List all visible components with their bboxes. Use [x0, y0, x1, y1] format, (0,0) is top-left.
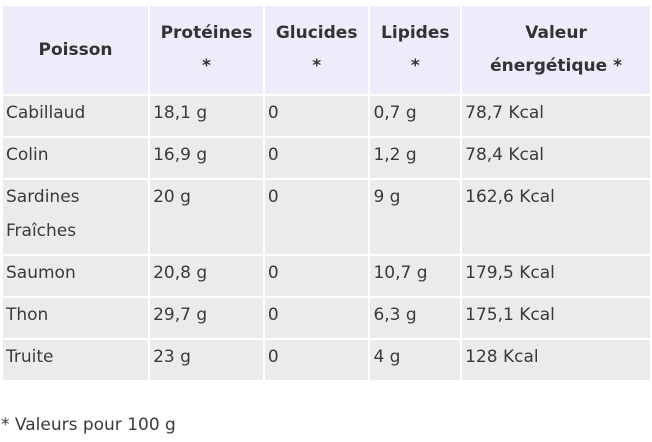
cell-proteines: 16,9 g [150, 138, 263, 178]
header-row: Poisson Protéines * Glucides * Lipides * Va… [3, 6, 650, 94]
cell-energie: 179,5 Kcal [462, 256, 650, 296]
footnote: * Valeurs pour 100 g [1, 415, 176, 435]
table-row: Truite 23 g 0 4 g 128 Kcal [3, 340, 650, 380]
header-asterisk: * [410, 56, 420, 76]
header-label-line2: énergétique * [490, 56, 622, 76]
cell-lipides: 9 g [370, 180, 461, 254]
cell-lipides: 4 g [370, 340, 461, 380]
header-asterisk: * [312, 56, 322, 76]
cell-lipides: 1,2 g [370, 138, 461, 178]
cell-poisson: Truite [3, 340, 149, 380]
cell-glucides: 0 [264, 256, 369, 296]
cell-poisson: Sardines Fraîches [3, 180, 149, 254]
cell-glucides: 0 [264, 298, 369, 338]
nutrition-table: Poisson Protéines * Glucides * Lipides * Va… [1, 4, 652, 382]
header-poisson: Poisson [3, 6, 149, 94]
table-row: Saumon 20,8 g 0 10,7 g 179,5 Kcal [3, 256, 650, 296]
cell-proteines: 20,8 g [150, 256, 263, 296]
header-label: Lipides [381, 23, 450, 43]
cell-proteines: 23 g [150, 340, 263, 380]
cell-lipides: 0,7 g [370, 96, 461, 136]
cell-poisson: Cabillaud [3, 96, 149, 136]
header-lipides: Lipides * [370, 6, 461, 94]
cell-lipides: 6,3 g [370, 298, 461, 338]
cell-poisson: Thon [3, 298, 149, 338]
cell-poisson-line: Sardines [6, 187, 80, 207]
cell-energie: 78,7 Kcal [462, 96, 650, 136]
header-label: Valeur [525, 23, 587, 43]
cell-glucides: 0 [264, 138, 369, 178]
table-row: Cabillaud 18,1 g 0 0,7 g 78,7 Kcal [3, 96, 650, 136]
header-glucides: Glucides * [264, 6, 369, 94]
cell-energie: 78,4 Kcal [462, 138, 650, 178]
table-row: Colin 16,9 g 0 1,2 g 78,4 Kcal [3, 138, 650, 178]
header-label: Glucides [275, 23, 358, 43]
cell-lipides: 10,7 g [370, 256, 461, 296]
cell-proteines: 29,7 g [150, 298, 263, 338]
cell-glucides: 0 [264, 340, 369, 380]
cell-energie: 175,1 Kcal [462, 298, 650, 338]
header-label: Poisson [38, 39, 113, 60]
cell-poisson: Colin [3, 138, 149, 178]
cell-energie: 128 Kcal [462, 340, 650, 380]
table-row: Sardines Fraîches 20 g 0 9 g 162,6 Kcal [3, 180, 650, 254]
header-valeur-energetique: Valeur énergétique * [462, 6, 650, 94]
header-label: Protéines [160, 23, 253, 43]
cell-glucides: 0 [264, 180, 369, 254]
header-proteines: Protéines * [150, 6, 263, 94]
cell-proteines: 18,1 g [150, 96, 263, 136]
cell-energie: 162,6 Kcal [462, 180, 650, 254]
cell-glucides: 0 [264, 96, 369, 136]
cell-proteines: 20 g [150, 180, 263, 254]
cell-poisson: Saumon [3, 256, 149, 296]
header-asterisk: * [202, 56, 211, 76]
cell-poisson-line: Fraîches [6, 221, 77, 241]
table-row: Thon 29,7 g 0 6,3 g 175,1 Kcal [3, 298, 650, 338]
